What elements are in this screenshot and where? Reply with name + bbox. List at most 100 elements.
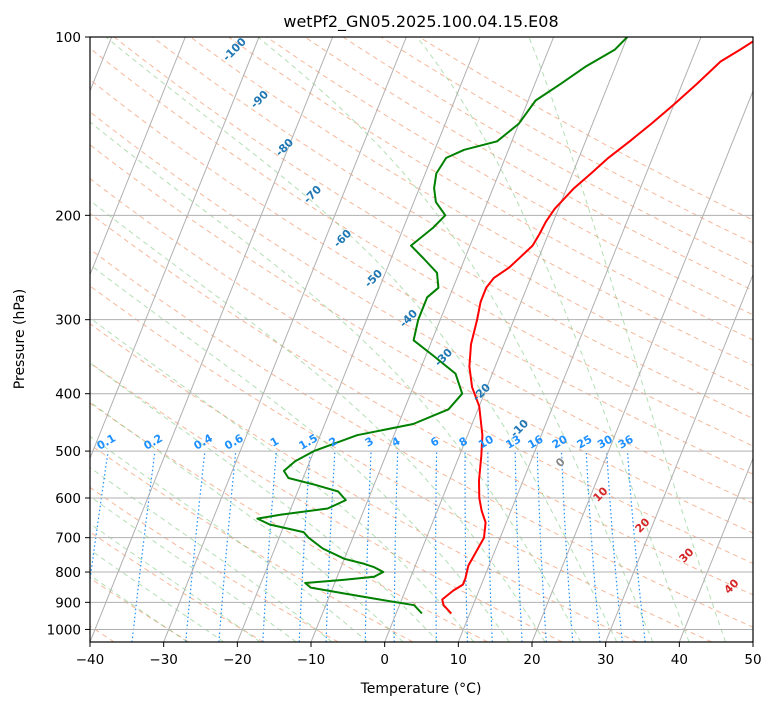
mixing-ratio-label: 8 xyxy=(457,435,470,450)
x-tick-label: −30 xyxy=(149,652,178,668)
mixing-ratio-label: 1 xyxy=(268,435,281,450)
y-tick-label: 500 xyxy=(55,444,81,460)
y-tick-label: 200 xyxy=(55,208,81,224)
y-tick-label: 1000 xyxy=(47,622,81,638)
mixing-ratio-line xyxy=(626,451,646,642)
x-tick-label: 10 xyxy=(450,652,467,668)
dry-adiabat-line xyxy=(90,178,753,564)
moist-adiabat-line xyxy=(90,435,369,642)
moist-adiabat-line xyxy=(90,199,546,642)
mixing-ratio-label: 16 xyxy=(526,432,546,451)
y-tick-label: 400 xyxy=(55,387,81,403)
chart-title: wetPf2_GN05.2025.100.04.15.E08 xyxy=(283,12,558,32)
mixing-ratio-label: 0.4 xyxy=(191,431,215,452)
plot-frame xyxy=(89,36,754,643)
mixing-ratio-line xyxy=(435,451,438,642)
isotherm-line xyxy=(310,37,555,642)
dry-adiabat-line xyxy=(90,144,753,534)
isotherm-line xyxy=(90,37,186,277)
dry-adiabat-label: -60 xyxy=(331,227,354,250)
moist-adiabat-line xyxy=(90,121,582,642)
isotherm-line xyxy=(236,37,481,642)
mixing-ratio-line xyxy=(585,451,601,642)
dry-adiabat-line xyxy=(90,79,753,475)
mixing-ratio-label: 3 xyxy=(363,435,376,450)
dewpoint-profile-line xyxy=(256,37,629,615)
mixing-ratio-line xyxy=(536,451,547,642)
moist-adiabat-line xyxy=(90,466,333,642)
y-tick-label: 700 xyxy=(55,531,81,547)
mixing-ratio-line xyxy=(298,451,311,642)
dry-adiabat-line xyxy=(90,285,712,642)
dry-adiabat-line xyxy=(90,212,753,596)
mixing-ratio-label: 20 xyxy=(550,432,570,451)
isotherm-line xyxy=(384,37,628,642)
moist-adiabat-line xyxy=(90,574,188,642)
moist-adiabat-line xyxy=(257,37,654,642)
dry-adiabat-line xyxy=(90,111,753,504)
moist-adiabat-line xyxy=(90,317,475,642)
y-tick-label: 600 xyxy=(55,491,81,507)
mixing-ratio-line xyxy=(262,451,277,642)
isotherm-line xyxy=(457,37,702,642)
x-tick-label: 40 xyxy=(671,652,688,668)
profiles xyxy=(256,37,753,615)
y-tick-label: 900 xyxy=(55,595,81,611)
mixing-ratio-line xyxy=(364,451,372,642)
dry-adiabat-label: -100 xyxy=(220,35,249,64)
moist-adiabat-line xyxy=(90,401,404,642)
x-tick-label: −10 xyxy=(297,652,326,668)
isotherm-line xyxy=(678,456,753,642)
moist-adiabat-label: 0 xyxy=(553,455,568,470)
dry-adiabat-line xyxy=(113,37,753,420)
y-tick-label: 800 xyxy=(55,565,81,581)
dry-adiabat-line xyxy=(90,362,563,642)
mixing-ratio-label: 36 xyxy=(616,432,636,451)
dry-adiabat-label: -50 xyxy=(362,267,385,290)
y-axis-label: Pressure (hPa) xyxy=(12,289,28,389)
mixing-ratio-line xyxy=(487,451,493,642)
dry-adiabat-label: -20 xyxy=(470,381,493,404)
dry-adiabat-line xyxy=(304,37,753,291)
dry-adiabat-line xyxy=(380,37,753,244)
isotherm-line xyxy=(90,37,334,642)
mixing-ratio-line xyxy=(218,451,237,642)
mixing-ratio-label: 0.1 xyxy=(95,432,118,453)
x-axis: −40 −30 −20 −10 0 10 20 30 40 50 xyxy=(76,642,762,668)
background-lines xyxy=(90,37,753,642)
isotherm-line xyxy=(90,37,260,460)
moist-adiabat-line xyxy=(90,264,510,642)
isotherm-line xyxy=(531,89,753,642)
mixing-ratio-line xyxy=(131,451,156,642)
mixing-ratio-label: 25 xyxy=(575,433,595,452)
moist-adiabat-line xyxy=(90,523,261,642)
x-tick-label: 50 xyxy=(744,652,761,668)
y-tick-label: 300 xyxy=(55,313,81,329)
moist-adiabat-line xyxy=(90,362,439,642)
x-tick-label: 0 xyxy=(380,652,389,668)
grid xyxy=(90,37,753,642)
mixing-ratio-label: 4 xyxy=(389,434,402,449)
dry-adiabat-line xyxy=(90,577,190,642)
dry-adiabat-line xyxy=(190,37,753,367)
x-tick-label: −20 xyxy=(223,652,252,668)
dry-adiabat-line xyxy=(90,323,638,642)
dry-adiabat-line xyxy=(90,443,414,642)
moist-adiabat-line xyxy=(528,37,727,642)
moist-adiabat-label: 30 xyxy=(677,545,697,565)
isotherm-line xyxy=(605,273,753,642)
x-tick-label: 30 xyxy=(597,652,614,668)
temperature-profile-line xyxy=(441,40,753,615)
x-tick-label: −40 xyxy=(76,652,105,668)
y-axis: 100 200 300 400 500 600 700 800 900 1000 xyxy=(47,30,90,638)
dry-adiabat-label: -80 xyxy=(273,136,296,159)
x-axis-label: Temperature (°C) xyxy=(360,681,482,697)
mixing-ratio-line xyxy=(464,451,469,642)
mixing-ratio-line xyxy=(606,451,623,642)
dry-adiabat-line xyxy=(342,37,753,268)
dry-adiabat-line xyxy=(228,37,753,341)
mixing-ratio-line xyxy=(325,451,336,642)
isotherm-line xyxy=(163,37,407,642)
x-tick-label: 20 xyxy=(523,652,540,668)
